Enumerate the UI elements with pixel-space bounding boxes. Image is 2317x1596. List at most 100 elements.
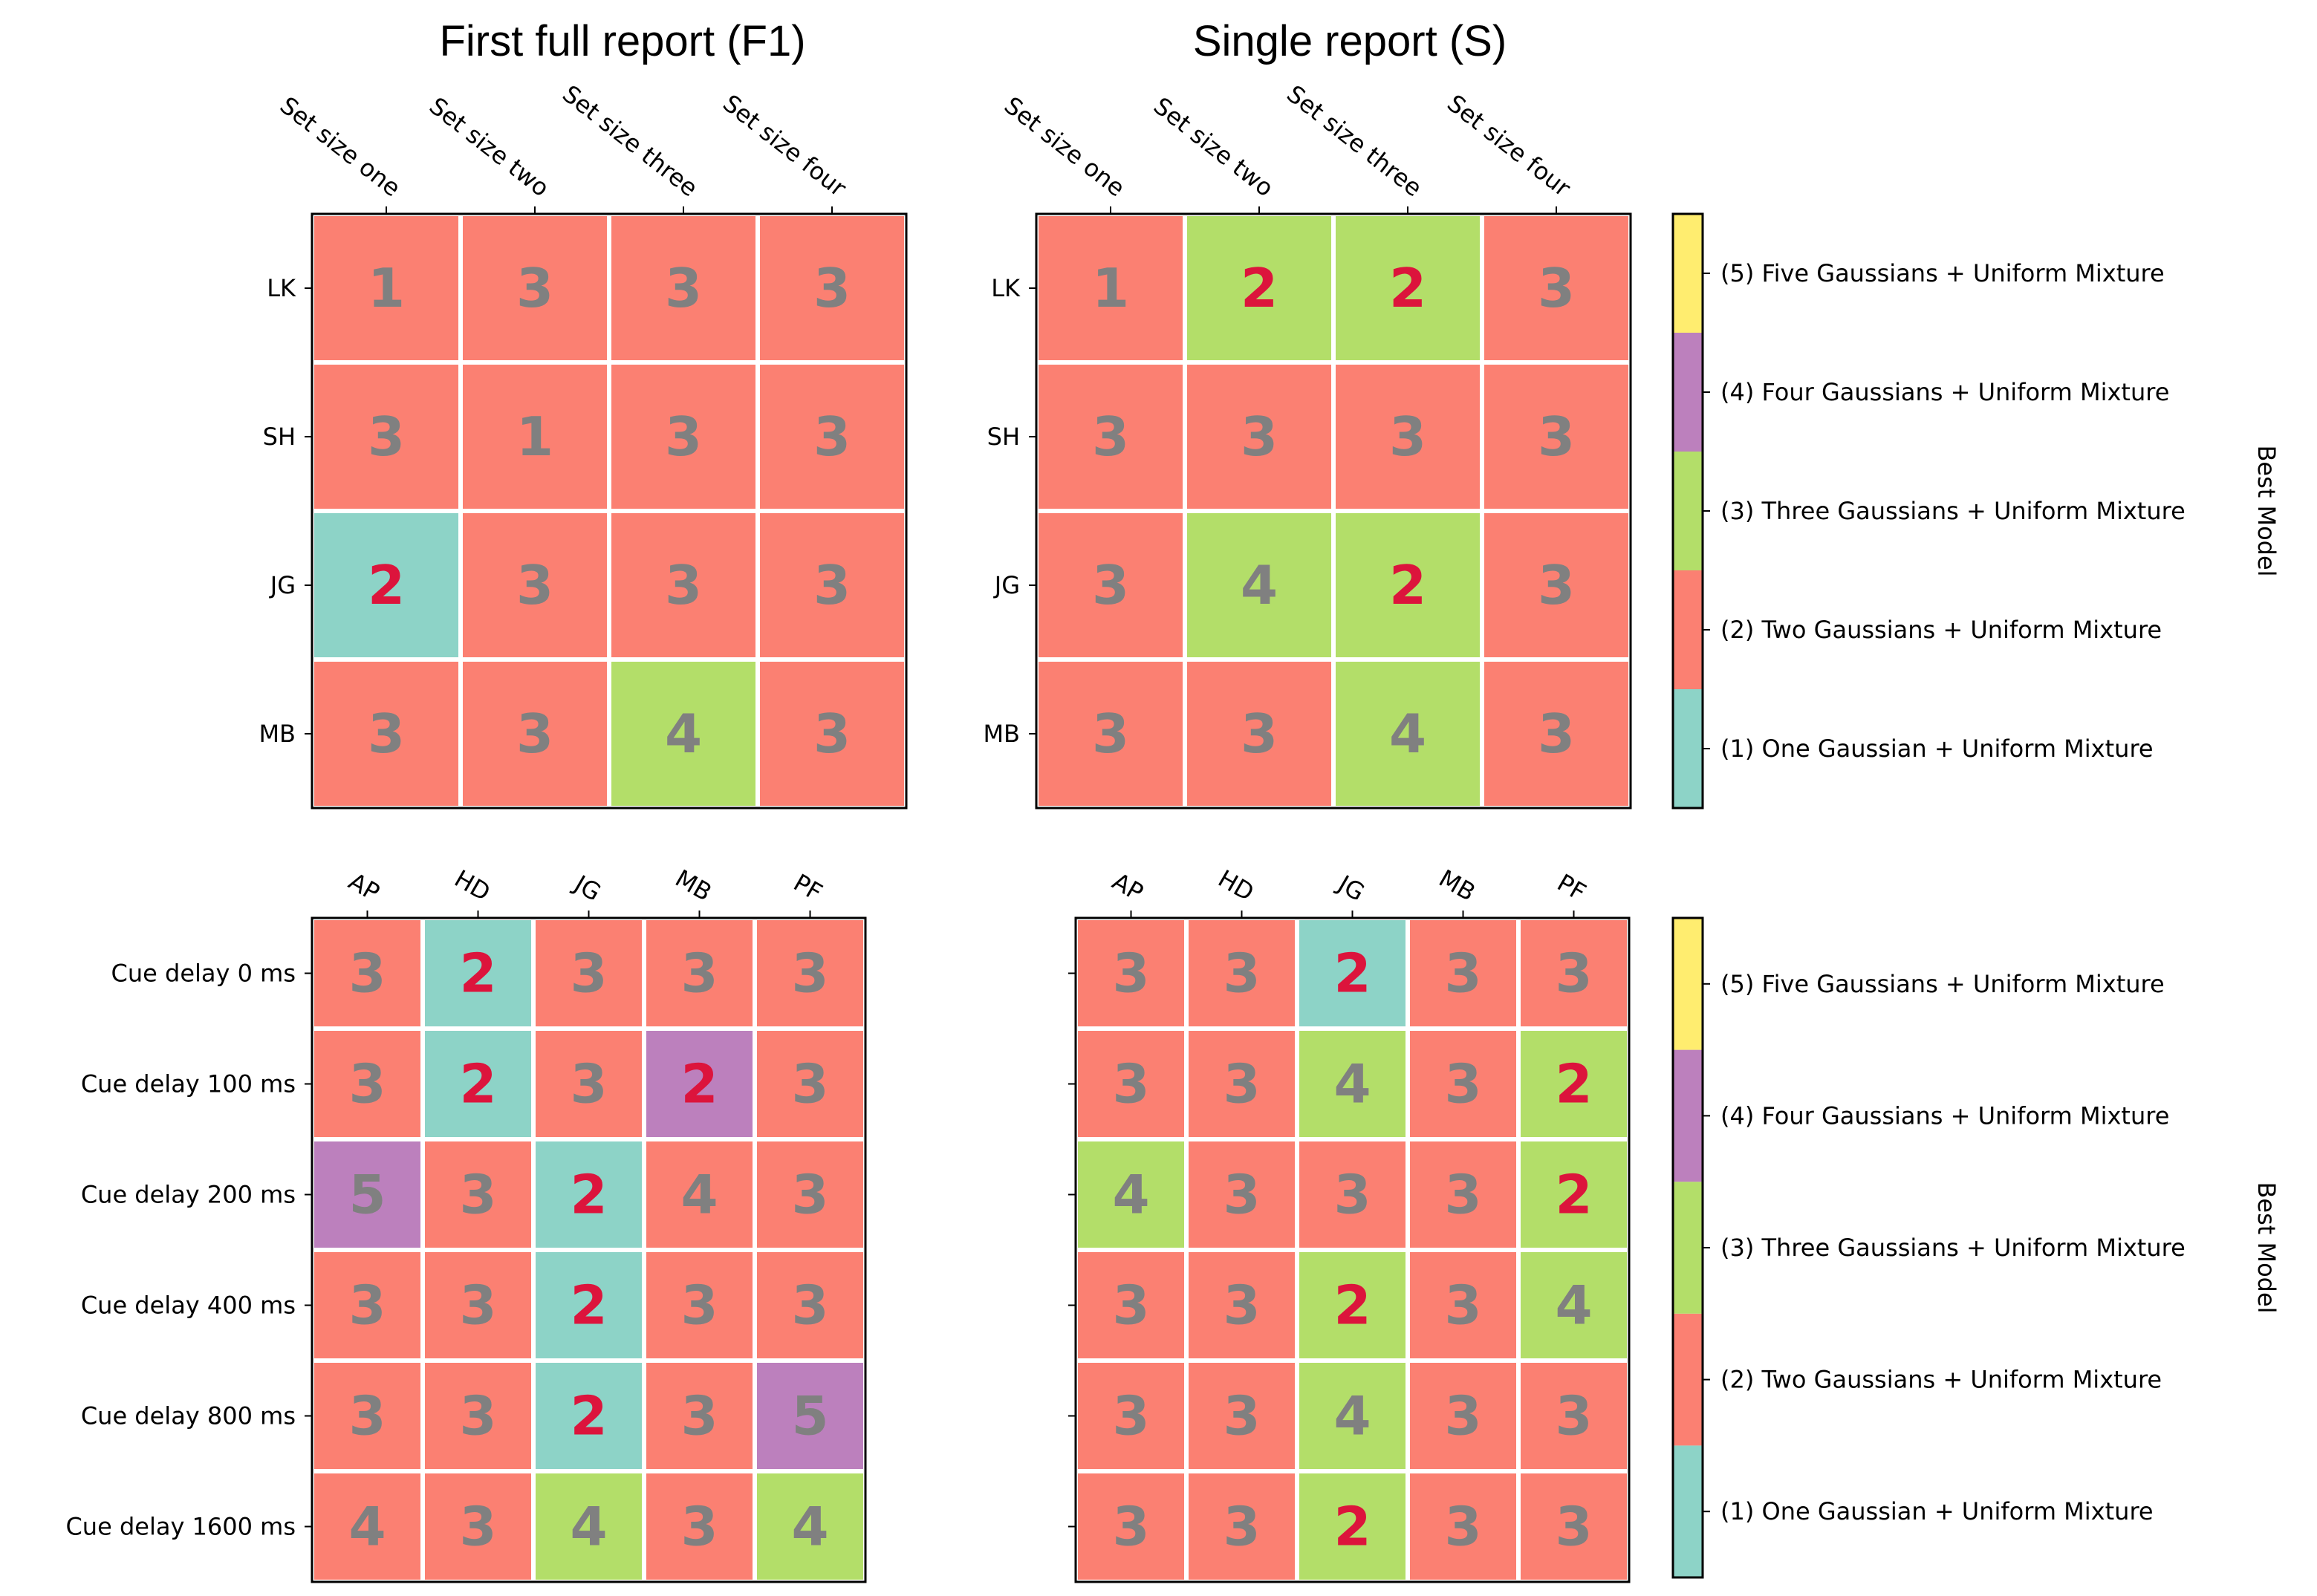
cell-value: 2 xyxy=(368,554,405,616)
x-tick-label: HD xyxy=(1213,864,1258,907)
colorbar-segment xyxy=(1673,1445,1703,1577)
colorbar-tick-label: (3) Three Gaussians + Uniform Mixture xyxy=(1720,1234,2186,1262)
x-tick-label: AP xyxy=(344,867,385,907)
heatmap-cell xyxy=(1187,216,1331,360)
heatmap-s-setsize: 1 2 2 3 3 3 3 3 3 4 2 3 3 3 4 3 Set size one Set size two… xyxy=(983,79,1632,810)
plot-area xyxy=(1076,918,1629,1582)
x-tick-label: PF xyxy=(1553,868,1591,907)
cell-value: 4 xyxy=(1333,1053,1371,1115)
heatmap-cell xyxy=(1521,1473,1627,1580)
x-tick-label: MB xyxy=(671,864,717,907)
heatmap-cell xyxy=(1189,1141,1295,1248)
heatmap-cell xyxy=(1410,1252,1516,1358)
heatmap-cell xyxy=(757,920,863,1026)
heatmap-cell xyxy=(425,1031,531,1137)
heatmap-cell xyxy=(1336,662,1480,806)
heatmap-cell xyxy=(1521,1252,1627,1358)
heatmap-cell xyxy=(760,216,904,360)
heatmap-cell xyxy=(1039,216,1183,360)
heatmap-cell xyxy=(646,1473,753,1580)
y-tick-label: SH xyxy=(987,423,1020,451)
colorbar-tick-label: (5) Five Gaussians + Uniform Mixture xyxy=(1720,970,2165,998)
cell-value: 3 xyxy=(665,405,702,468)
heatmap-cell xyxy=(536,1473,642,1580)
cell-value: 4 xyxy=(1241,554,1278,616)
heatmap-cell xyxy=(1484,216,1628,360)
heatmap-cell xyxy=(646,920,753,1026)
colorbar-segment xyxy=(1673,689,1703,808)
heatmap-cell xyxy=(760,365,904,509)
cell-value: 3 xyxy=(1112,1274,1149,1337)
cell-value: 3 xyxy=(813,257,851,319)
cell-value: 4 xyxy=(1112,1164,1149,1226)
heatmap-cell xyxy=(1484,662,1628,806)
cell-value: 2 xyxy=(680,1053,718,1115)
colorbar-segment xyxy=(1673,333,1703,452)
heatmap-cell xyxy=(1299,1473,1406,1580)
cell-value: 3 xyxy=(1555,942,1592,1005)
cell-value: 3 xyxy=(348,1385,386,1447)
cell-value: 3 xyxy=(791,1164,828,1226)
cell-value: 3 xyxy=(791,942,828,1005)
cell-value: 4 xyxy=(791,1496,828,1558)
cell-value: 3 xyxy=(516,703,553,765)
colorbar-label: Best Model xyxy=(2252,1182,2281,1313)
heatmap-cell xyxy=(757,1363,863,1469)
heatmap-cell xyxy=(425,1473,531,1580)
heatmap-s-cuedelay: 3 3 2 3 3 3 3 4 3 2 4 3 3 3 2 3 3 2 3 4 3 3 4 3 3 3 3 2 3 3 AP HD JG MB PF xyxy=(1068,864,1631,1583)
cell-value: 1 xyxy=(516,405,553,468)
cell-value: 2 xyxy=(1555,1164,1592,1226)
cell-value: 1 xyxy=(368,257,405,319)
heatmap-cell xyxy=(760,513,904,657)
x-tick-label: JG xyxy=(1332,869,1369,907)
heatmap-cell xyxy=(1410,920,1516,1026)
cell-value: 3 xyxy=(1444,1274,1481,1337)
heatmap-cell xyxy=(463,662,607,806)
heatmap-cell xyxy=(611,513,755,657)
cell-value: 3 xyxy=(680,942,718,1005)
cell-value: 2 xyxy=(1333,942,1371,1005)
cell-value: 3 xyxy=(1223,1496,1260,1558)
colorbar-tick-label: (1) One Gaussian + Uniform Mixture xyxy=(1720,1497,2154,1525)
cell-value: 3 xyxy=(791,1274,828,1337)
cell-value: 5 xyxy=(791,1385,828,1447)
heatmap-cell xyxy=(314,216,458,360)
heatmap-f1-setsize: 1 3 3 3 3 1 3 3 2 3 3 3 3 3 4 3 Set size one Set size two… xyxy=(259,79,908,810)
cell-value: 3 xyxy=(570,942,607,1005)
cell-value: 3 xyxy=(1112,1385,1149,1447)
cell-value: 1 xyxy=(1092,257,1129,319)
cell-value: 4 xyxy=(1555,1274,1592,1337)
heatmap-cell xyxy=(1410,1141,1516,1248)
heatmap-cell xyxy=(1299,1252,1406,1358)
heatmap-cell xyxy=(1189,1473,1295,1580)
colorbar-segment xyxy=(1673,1049,1703,1182)
colorbar-top: (1) One Gaussian + Uniform Mixture (2) Tw… xyxy=(1671,212,2281,810)
cell-value: 3 xyxy=(1444,1496,1481,1558)
heatmap-cell xyxy=(1521,1363,1627,1469)
cell-value: 2 xyxy=(1555,1053,1592,1115)
cell-value: 4 xyxy=(348,1496,386,1558)
cell-value: 3 xyxy=(1223,942,1260,1005)
heatmap-cell xyxy=(646,1141,753,1248)
cell-value: 3 xyxy=(516,257,553,319)
axes-frame xyxy=(1035,212,1632,810)
colorbar-label: Best Model xyxy=(2252,445,2281,576)
cell-value: 5 xyxy=(348,1164,386,1226)
cell-value: 2 xyxy=(459,1053,496,1115)
cell-value: 3 xyxy=(1555,1385,1592,1447)
x-tick-label: PF xyxy=(789,868,828,907)
heatmap-cell xyxy=(463,513,607,657)
heatmap-cell xyxy=(314,920,420,1026)
cell-value: 3 xyxy=(1223,1053,1260,1115)
heatmap-cell xyxy=(757,1031,863,1137)
heatmap-cell xyxy=(425,1252,531,1358)
heatmap-cell xyxy=(1189,1363,1295,1469)
cell-value: 3 xyxy=(570,1053,607,1115)
heatmap-cell xyxy=(646,1031,753,1137)
y-tick-label: Cue delay 0 ms xyxy=(111,960,296,988)
heatmap-cell xyxy=(1299,1363,1406,1469)
cell-value: 3 xyxy=(665,554,702,616)
y-tick-label: Cue delay 100 ms xyxy=(81,1070,296,1098)
cell-value: 3 xyxy=(1112,1496,1149,1558)
